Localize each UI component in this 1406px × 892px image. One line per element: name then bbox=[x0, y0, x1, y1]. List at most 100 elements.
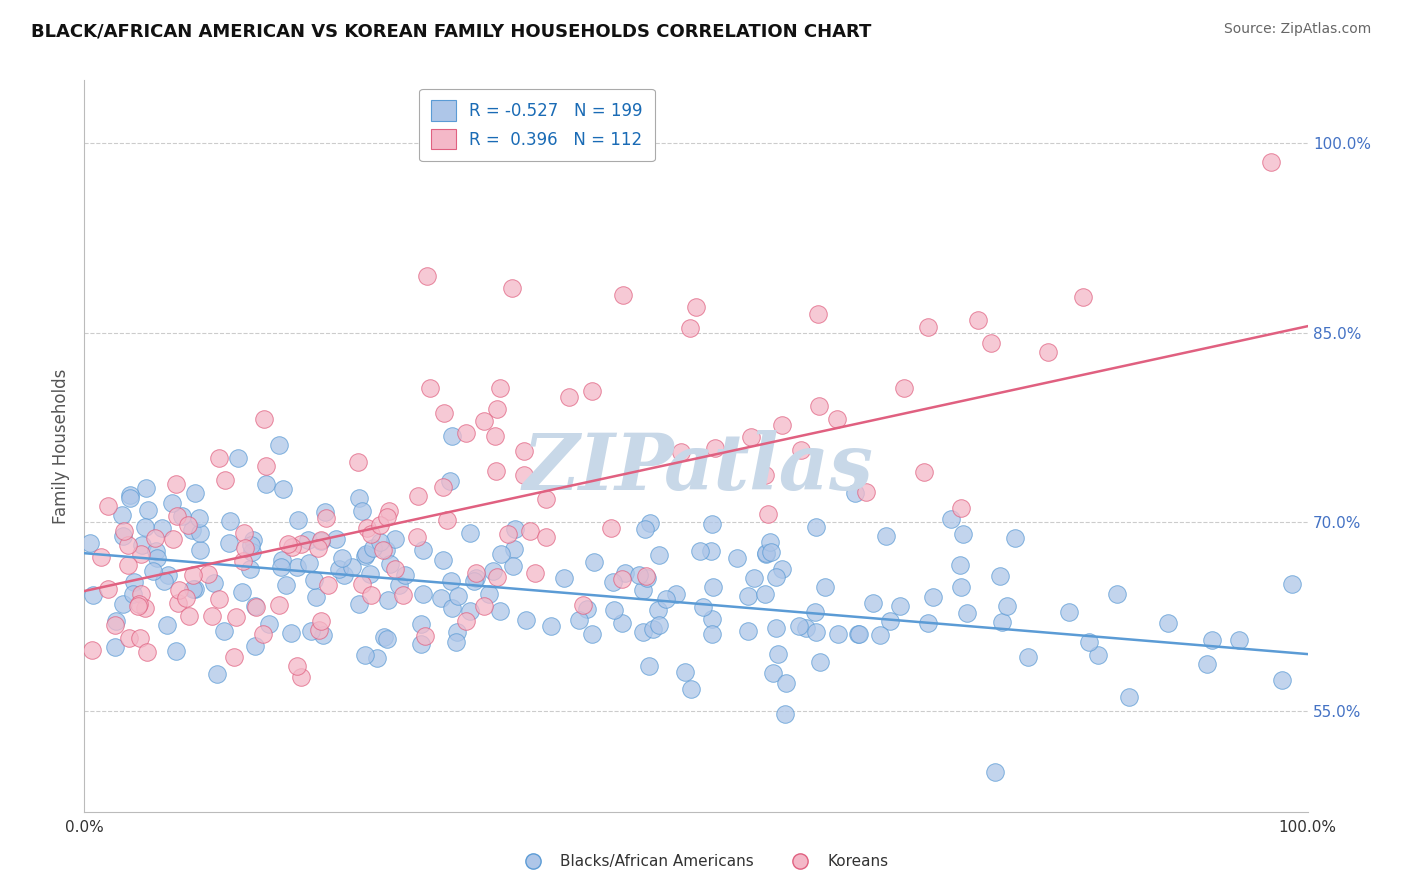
Point bbox=[122, 587, 145, 601]
Point bbox=[104, 640, 127, 655]
Point bbox=[648, 548, 671, 562]
Point bbox=[486, 570, 509, 584]
Point bbox=[325, 532, 347, 546]
Point bbox=[766, 647, 789, 661]
Text: BLACK/AFRICAN AMERICAN VS KOREAN FAMILY HOUSEHOLDS CORRELATION CHART: BLACK/AFRICAN AMERICAN VS KOREAN FAMILY … bbox=[31, 22, 872, 40]
Point bbox=[349, 491, 371, 506]
Point bbox=[333, 567, 356, 582]
Point bbox=[502, 281, 524, 295]
Point bbox=[304, 573, 326, 587]
Point bbox=[90, 550, 112, 565]
Point bbox=[489, 381, 512, 395]
Point bbox=[359, 567, 381, 582]
Point bbox=[770, 418, 793, 433]
Point bbox=[290, 536, 312, 550]
Point bbox=[205, 667, 228, 681]
Point bbox=[512, 443, 534, 458]
Point bbox=[267, 598, 290, 612]
Point bbox=[519, 524, 541, 538]
Point bbox=[406, 530, 429, 544]
Point bbox=[636, 569, 658, 583]
Point bbox=[436, 513, 458, 527]
Point bbox=[648, 618, 671, 632]
Point bbox=[770, 562, 793, 576]
Point bbox=[654, 591, 676, 606]
Point bbox=[316, 578, 339, 592]
Point bbox=[134, 481, 156, 495]
Point bbox=[127, 599, 149, 614]
Point bbox=[156, 568, 179, 582]
Text: ZIP: ZIP bbox=[522, 430, 673, 506]
Point bbox=[167, 596, 190, 610]
Point bbox=[416, 268, 439, 283]
Point bbox=[515, 613, 537, 627]
Point bbox=[309, 533, 332, 547]
Point bbox=[181, 567, 204, 582]
Point bbox=[314, 505, 336, 519]
Point bbox=[177, 517, 200, 532]
Point bbox=[725, 551, 748, 566]
Point bbox=[243, 599, 266, 614]
Point bbox=[765, 570, 787, 584]
Text: atlas: atlas bbox=[665, 430, 875, 506]
Point bbox=[1004, 531, 1026, 545]
Point bbox=[485, 401, 508, 416]
Point bbox=[277, 536, 299, 550]
Point bbox=[373, 630, 395, 644]
Legend: Blacks/African Americans, Koreans: Blacks/African Americans, Koreans bbox=[512, 848, 894, 875]
Point bbox=[166, 509, 188, 524]
Point bbox=[111, 529, 134, 543]
Point bbox=[756, 508, 779, 522]
Point bbox=[254, 459, 277, 474]
Point bbox=[212, 624, 235, 639]
Point bbox=[754, 587, 776, 601]
Point bbox=[374, 542, 396, 557]
Point bbox=[464, 571, 486, 585]
Point bbox=[636, 571, 658, 585]
Point bbox=[350, 504, 373, 518]
Point bbox=[308, 623, 330, 637]
Point bbox=[225, 610, 247, 624]
Point bbox=[129, 632, 152, 646]
Point bbox=[967, 313, 990, 327]
Point bbox=[354, 549, 377, 563]
Point bbox=[612, 287, 634, 301]
Point bbox=[384, 562, 406, 576]
Point bbox=[949, 580, 972, 594]
Point bbox=[808, 400, 831, 414]
Point bbox=[328, 562, 350, 576]
Point bbox=[956, 606, 979, 620]
Point bbox=[413, 630, 436, 644]
Point bbox=[254, 476, 277, 491]
Point bbox=[444, 635, 467, 649]
Point bbox=[700, 612, 723, 626]
Point bbox=[267, 438, 290, 452]
Point bbox=[274, 578, 297, 592]
Point bbox=[669, 445, 692, 459]
Point bbox=[378, 557, 401, 571]
Point bbox=[441, 600, 464, 615]
Point bbox=[737, 624, 759, 639]
Point bbox=[446, 624, 468, 639]
Point bbox=[197, 566, 219, 581]
Point bbox=[912, 465, 935, 479]
Point bbox=[755, 545, 778, 559]
Point bbox=[458, 525, 481, 540]
Point bbox=[368, 535, 391, 549]
Point bbox=[631, 582, 654, 597]
Point bbox=[1107, 587, 1129, 601]
Point bbox=[145, 550, 167, 565]
Point bbox=[330, 551, 353, 566]
Point bbox=[917, 320, 939, 334]
Point bbox=[233, 525, 256, 540]
Point bbox=[363, 541, 385, 555]
Point bbox=[454, 426, 477, 441]
Legend: R = -0.527   N = 199, R =  0.396   N = 112: R = -0.527 N = 199, R = 0.396 N = 112 bbox=[419, 88, 655, 161]
Point bbox=[432, 553, 454, 567]
Point bbox=[893, 381, 915, 395]
Point bbox=[613, 566, 636, 580]
Point bbox=[984, 764, 1007, 779]
Point bbox=[502, 558, 524, 573]
Point bbox=[775, 706, 797, 721]
Point bbox=[181, 582, 204, 596]
